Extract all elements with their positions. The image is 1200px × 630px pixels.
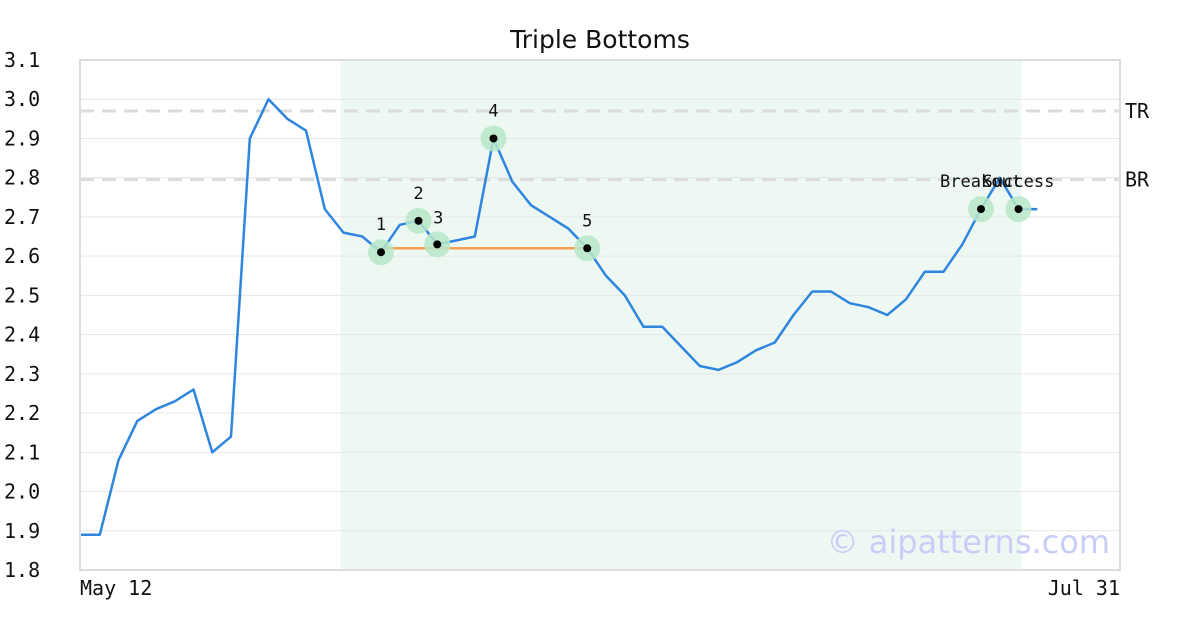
point-marker: [583, 244, 592, 253]
point-marker: [433, 240, 442, 249]
level-lines: TR BR: [80, 99, 1150, 192]
point-label-2: 2: [413, 184, 423, 204]
y-tick-label: 1.8: [4, 558, 40, 582]
y-tick-label: 2.6: [4, 244, 40, 268]
y-tick-label: 2.5: [4, 283, 40, 307]
point-label-3: 3: [433, 208, 443, 228]
point-label-1: 1: [376, 215, 386, 235]
level-label-tr: TR: [1125, 99, 1150, 123]
y-tick-label: 3.0: [4, 87, 40, 111]
point-marker: [977, 205, 985, 214]
point-label-breakout: Breakout: [940, 172, 1022, 192]
level-label-br: BR: [1125, 168, 1150, 192]
y-axis-ticks: 1.8 1.9 2.0 2.1 2.2 2.3 2.4 2.5 2.6 2.7 2.8 2.9 3.0 3…: [4, 48, 40, 582]
plot-frame: [79, 59, 1121, 571]
x-tick-label: Jul 31: [1048, 576, 1120, 600]
y-tick-label: 1.9: [4, 519, 40, 543]
point-label-4: 4: [488, 101, 498, 121]
y-tick-label: 2.0: [4, 480, 40, 504]
point-marker: [377, 248, 385, 257]
y-tick-label: 2.3: [4, 362, 40, 386]
pattern-region: [340, 60, 1022, 570]
point-label-5: 5: [582, 211, 592, 231]
y-tick-label: 2.7: [4, 205, 40, 229]
point-marker: [489, 134, 498, 143]
y-tick-label: 2.1: [4, 440, 40, 464]
point-marker: [1014, 205, 1023, 214]
chart-title: Triple Bottoms: [509, 25, 690, 54]
x-tick-label: May 12: [80, 576, 152, 600]
y-tick-label: 2.9: [4, 126, 40, 150]
y-tick-label: 3.1: [4, 48, 40, 72]
y-tick-label: 2.2: [4, 401, 40, 425]
x-axis-ticks: May 12 Jul 31: [80, 576, 1120, 600]
y-tick-label: 2.4: [4, 323, 40, 347]
point-marker: [414, 216, 423, 225]
price-series-line: [81, 97, 1038, 536]
y-tick-label: 2.8: [4, 166, 40, 190]
watermark: © aipatterns.com: [827, 523, 1110, 561]
point-label-success: Success: [983, 172, 1055, 192]
